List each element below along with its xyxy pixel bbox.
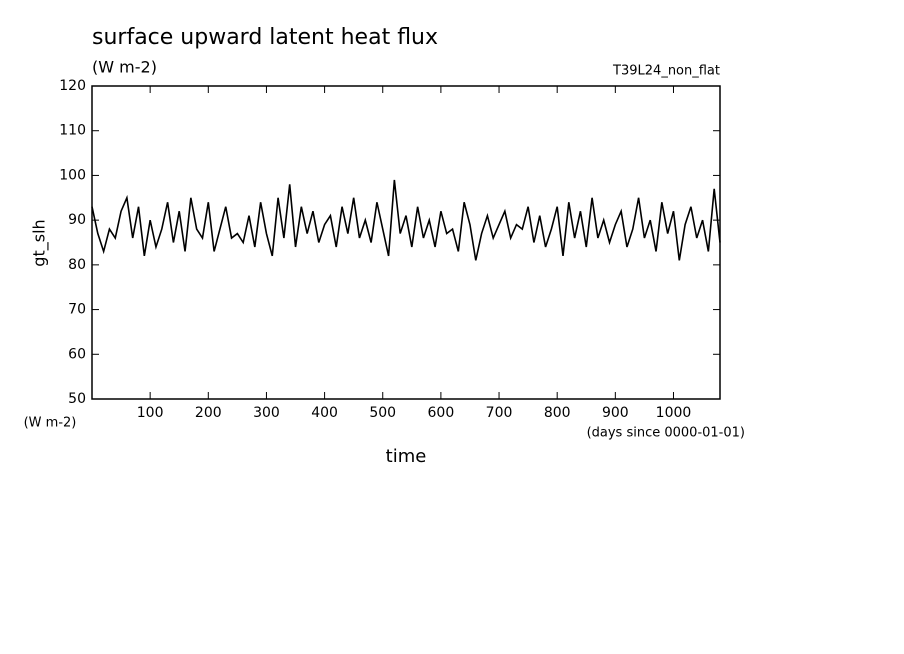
x-tick-label: 600 <box>428 405 455 421</box>
y-tick-label: 80 <box>68 257 86 273</box>
x-tick-label: 500 <box>369 405 396 421</box>
x-tick-label: 400 <box>311 405 338 421</box>
y-tick-label: 50 <box>68 391 86 407</box>
x-unit: (days since 0000-01-01) <box>587 426 745 441</box>
y-unit: (W m-2) <box>24 416 77 431</box>
x-tick-label: 700 <box>486 405 513 421</box>
y-tick-label: 110 <box>59 123 86 139</box>
y-tick-label: 60 <box>68 346 86 362</box>
x-tick-label: 1000 <box>656 405 692 421</box>
x-tick-label: 100 <box>137 405 164 421</box>
y-tick-label: 90 <box>68 212 86 228</box>
x-tick-label: 300 <box>253 405 280 421</box>
data-line <box>91 179 721 261</box>
x-tick-label: 800 <box>544 405 571 421</box>
y-tick-label: 120 <box>59 78 86 94</box>
y-tick-label: 100 <box>59 167 86 183</box>
annotation: T39L24_non_flat <box>612 64 720 79</box>
y-tick-label: 70 <box>68 302 86 318</box>
y-axis-label: gt_slh <box>30 219 50 266</box>
chart-title: surface upward latent heat flux <box>92 25 438 50</box>
x-tick-label: 200 <box>195 405 222 421</box>
x-axis-label: time <box>386 446 427 467</box>
x-tick-label: 900 <box>602 405 629 421</box>
subtitle: (W m-2) <box>92 58 157 77</box>
